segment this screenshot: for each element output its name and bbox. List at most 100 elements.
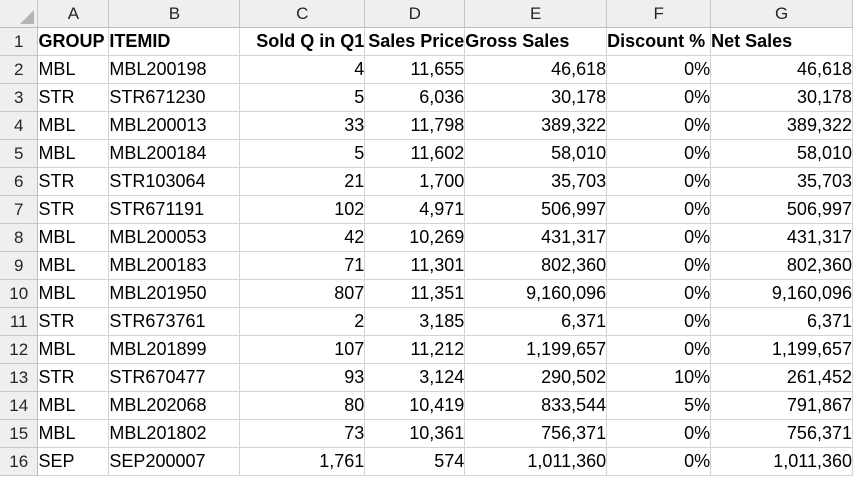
cell-discount[interactable]: 0% xyxy=(606,167,712,196)
cell-sold-q[interactable]: 5 xyxy=(239,83,366,112)
cell-group[interactable]: MBL xyxy=(37,223,110,252)
cell-sold-q[interactable]: 807 xyxy=(239,279,366,308)
column-header-d[interactable]: D xyxy=(364,0,466,28)
cell-itemid[interactable]: STR103064 xyxy=(108,167,241,196)
header-cell-net-sales[interactable]: Net Sales xyxy=(710,27,853,56)
row-header[interactable]: 9 xyxy=(0,251,39,280)
cell-discount[interactable]: 0% xyxy=(606,55,712,84)
cell-group[interactable]: MBL xyxy=(37,111,110,140)
cell-net-sales[interactable]: 58,010 xyxy=(710,139,853,168)
cell-gross-sales[interactable]: 46,618 xyxy=(464,55,608,84)
header-cell-sales-price[interactable]: Sales Price xyxy=(364,27,466,56)
cell-group[interactable]: STR xyxy=(37,307,110,336)
cell-itemid[interactable]: MBL202068 xyxy=(108,391,241,420)
cell-net-sales[interactable]: 1,199,657 xyxy=(710,335,853,364)
row-header[interactable]: 1 xyxy=(0,27,39,56)
cell-discount[interactable]: 0% xyxy=(606,83,712,112)
cell-gross-sales[interactable]: 290,502 xyxy=(464,363,608,392)
column-header-e[interactable]: E xyxy=(464,0,608,28)
cell-discount[interactable]: 0% xyxy=(606,111,712,140)
row-header[interactable]: 5 xyxy=(0,139,39,168)
cell-gross-sales[interactable]: 58,010 xyxy=(464,139,608,168)
cell-discount[interactable]: 10% xyxy=(606,363,712,392)
cell-gross-sales[interactable]: 431,317 xyxy=(464,223,608,252)
cell-sold-q[interactable]: 21 xyxy=(239,167,366,196)
row-header[interactable]: 3 xyxy=(0,83,39,112)
cell-group[interactable]: SEP xyxy=(37,447,110,476)
cell-discount[interactable]: 0% xyxy=(606,251,712,280)
cell-itemid[interactable]: MBL200013 xyxy=(108,111,241,140)
cell-discount[interactable]: 0% xyxy=(606,335,712,364)
cell-group[interactable]: MBL xyxy=(37,419,110,448)
cell-sales-price[interactable]: 3,185 xyxy=(364,307,466,336)
cell-itemid[interactable]: MBL200198 xyxy=(108,55,241,84)
row-header[interactable]: 12 xyxy=(0,335,39,364)
cell-gross-sales[interactable]: 6,371 xyxy=(464,307,608,336)
cell-sales-price[interactable]: 3,124 xyxy=(364,363,466,392)
cell-discount[interactable]: 0% xyxy=(606,307,712,336)
row-header[interactable]: 8 xyxy=(0,223,39,252)
cell-group[interactable]: MBL xyxy=(37,335,110,364)
cell-sales-price[interactable]: 6,036 xyxy=(364,83,466,112)
cell-discount[interactable]: 0% xyxy=(606,223,712,252)
cell-itemid[interactable]: MBL201802 xyxy=(108,419,241,448)
cell-gross-sales[interactable]: 30,178 xyxy=(464,83,608,112)
cell-itemid[interactable]: SEP200007 xyxy=(108,447,241,476)
cell-net-sales[interactable]: 9,160,096 xyxy=(710,279,853,308)
cell-sold-q[interactable]: 2 xyxy=(239,307,366,336)
cell-group[interactable]: MBL xyxy=(37,55,110,84)
cell-group[interactable]: STR xyxy=(37,195,110,224)
row-header[interactable]: 14 xyxy=(0,391,39,420)
cell-sold-q[interactable]: 102 xyxy=(239,195,366,224)
cell-sold-q[interactable]: 4 xyxy=(239,55,366,84)
cell-gross-sales[interactable]: 9,160,096 xyxy=(464,279,608,308)
cell-itemid[interactable]: STR671191 xyxy=(108,195,241,224)
header-cell-group[interactable]: GROUP xyxy=(37,27,110,56)
cell-group[interactable]: MBL xyxy=(37,391,110,420)
cell-sales-price[interactable]: 1,700 xyxy=(364,167,466,196)
row-header[interactable]: 11 xyxy=(0,307,39,336)
cell-sales-price[interactable]: 11,301 xyxy=(364,251,466,280)
cell-sold-q[interactable]: 1,761 xyxy=(239,447,366,476)
cell-group[interactable]: MBL xyxy=(37,251,110,280)
row-header[interactable]: 15 xyxy=(0,419,39,448)
cell-group[interactable]: STR xyxy=(37,363,110,392)
cell-net-sales[interactable]: 46,618 xyxy=(710,55,853,84)
column-header-f[interactable]: F xyxy=(606,0,712,28)
header-cell-itemid[interactable]: ITEMID xyxy=(108,27,241,56)
cell-net-sales[interactable]: 431,317 xyxy=(710,223,853,252)
row-header[interactable]: 16 xyxy=(0,447,39,476)
cell-itemid[interactable]: STR673761 xyxy=(108,307,241,336)
cell-sales-price[interactable]: 10,269 xyxy=(364,223,466,252)
cell-itemid[interactable]: MBL200184 xyxy=(108,139,241,168)
cell-sales-price[interactable]: 574 xyxy=(364,447,466,476)
cell-group[interactable]: STR xyxy=(37,83,110,112)
cell-net-sales[interactable]: 35,703 xyxy=(710,167,853,196)
cell-group[interactable]: STR xyxy=(37,167,110,196)
cell-sales-price[interactable]: 4,971 xyxy=(364,195,466,224)
cell-group[interactable]: MBL xyxy=(37,139,110,168)
cell-gross-sales[interactable]: 35,703 xyxy=(464,167,608,196)
cell-gross-sales[interactable]: 802,360 xyxy=(464,251,608,280)
cell-sold-q[interactable]: 42 xyxy=(239,223,366,252)
row-header[interactable]: 6 xyxy=(0,167,39,196)
row-header[interactable]: 2 xyxy=(0,55,39,84)
row-header[interactable]: 7 xyxy=(0,195,39,224)
cell-net-sales[interactable]: 791,867 xyxy=(710,391,853,420)
cell-net-sales[interactable]: 1,011,360 xyxy=(710,447,853,476)
cell-gross-sales[interactable]: 506,997 xyxy=(464,195,608,224)
cell-discount[interactable]: 0% xyxy=(606,419,712,448)
row-header[interactable]: 13 xyxy=(0,363,39,392)
cell-sales-price[interactable]: 11,655 xyxy=(364,55,466,84)
cell-sales-price[interactable]: 11,212 xyxy=(364,335,466,364)
cell-gross-sales[interactable]: 389,322 xyxy=(464,111,608,140)
cell-sales-price[interactable]: 10,361 xyxy=(364,419,466,448)
cell-sales-price[interactable]: 11,351 xyxy=(364,279,466,308)
column-header-g[interactable]: G xyxy=(710,0,853,28)
cell-net-sales[interactable]: 756,371 xyxy=(710,419,853,448)
select-all-button[interactable] xyxy=(0,0,39,28)
column-header-b[interactable]: B xyxy=(108,0,241,28)
cell-sales-price[interactable]: 11,798 xyxy=(364,111,466,140)
cell-net-sales[interactable]: 802,360 xyxy=(710,251,853,280)
header-cell-discount[interactable]: Discount % xyxy=(606,27,712,56)
